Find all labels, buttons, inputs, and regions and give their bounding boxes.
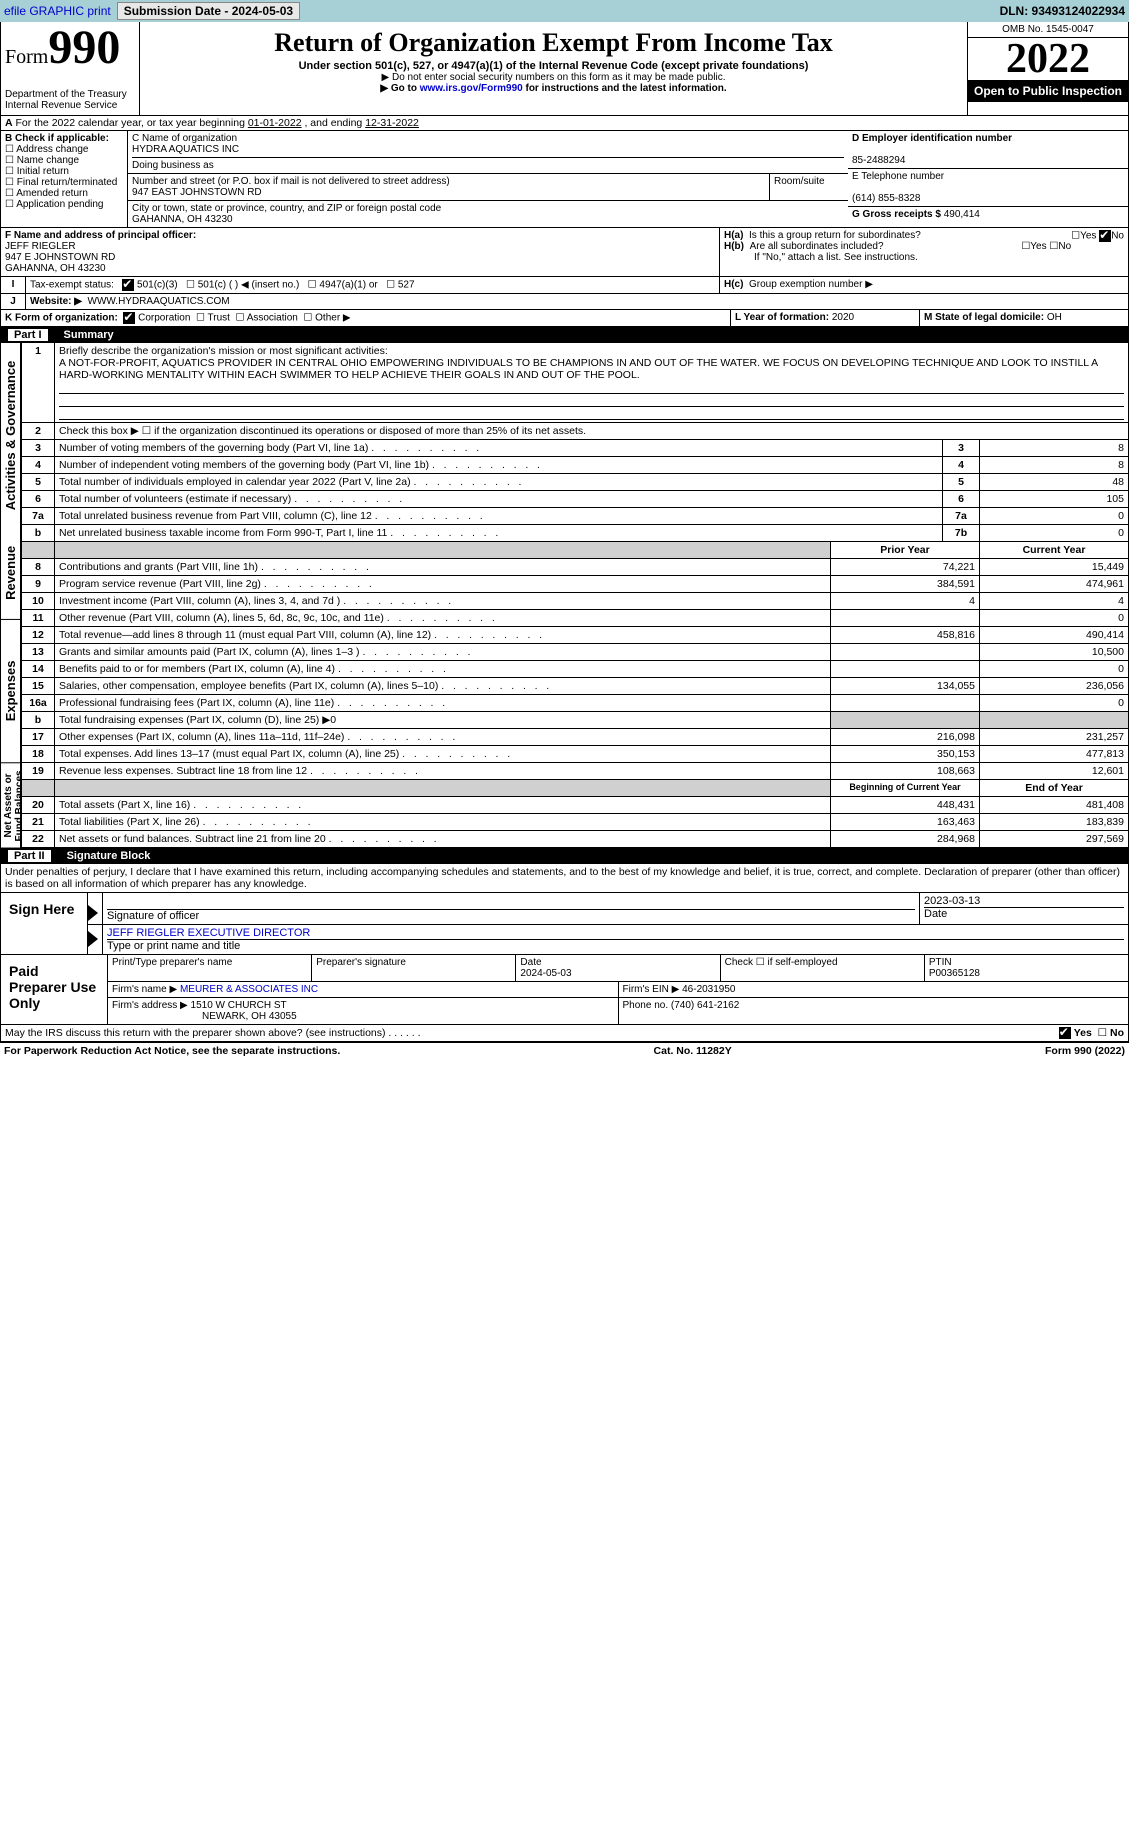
state-domicile: OH — [1047, 312, 1062, 323]
ha-no-check — [1099, 230, 1111, 242]
dept-label: Department of the Treasury — [5, 89, 135, 100]
netassets-header: Beginning of Current YearEnd of Year — [21, 780, 1129, 797]
governance-rows: 3Number of voting members of the governi… — [21, 440, 1129, 542]
discuss-yes-check — [1059, 1027, 1071, 1039]
entity-block: B Check if applicable: ☐ Address change … — [0, 131, 1129, 228]
c-label: C Name of organization — [132, 133, 237, 144]
officer-signed[interactable]: JEFF RIEGLER EXECUTIVE DIRECTOR — [107, 927, 310, 939]
summary-table: 1 Briefly describe the organization's mi… — [21, 343, 1129, 440]
street-addr: 947 EAST JOHNSTOWN RD — [132, 187, 262, 198]
part1-header: Part I Summary — [0, 327, 1129, 343]
website-row: J Website: ▶ WWW.HYDRAAQUATICS.COM — [0, 294, 1129, 310]
efile-label[interactable]: efile GRAPHIC print — [4, 4, 111, 18]
ssn-warning: ▶ Do not enter social security numbers o… — [144, 72, 963, 83]
page-footer: For Paperwork Reduction Act Notice, see … — [0, 1042, 1129, 1059]
revenue-rows: 8Contributions and grants (Part VIII, li… — [21, 559, 1129, 644]
side-governance: Activities & Governance — [1, 343, 20, 527]
signature-block: Sign Here Signature of officer 2023-03-1… — [0, 893, 1129, 955]
501c3-check — [122, 279, 134, 291]
efile-topbar: efile GRAPHIC print Submission Date - 20… — [0, 0, 1129, 22]
side-expenses: Expenses — [1, 620, 20, 763]
mission-text: A NOT-FOR-PROFIT, AQUATICS PROVIDER IN C… — [59, 357, 1098, 381]
goto-link[interactable]: ▶ Go to www.irs.gov/Form990 for instruct… — [380, 83, 726, 94]
side-netassets: Net Assets or Fund Balances — [1, 764, 20, 849]
room-suite: Room/suite — [770, 174, 848, 200]
side-revenue: Revenue — [1, 527, 20, 620]
sign-here-label: Sign Here — [1, 893, 88, 954]
revenue-table: Prior YearCurrent Year — [21, 542, 1129, 559]
netassets-rows: 20Total assets (Part X, line 16)448,4314… — [21, 797, 1129, 848]
firm-ein: 46-2031950 — [682, 984, 735, 995]
form-title: Return of Organization Exempt From Incom… — [144, 28, 963, 58]
form-number: 990 — [48, 21, 120, 74]
city-state: GAHANNA, OH 43230 — [132, 214, 233, 225]
arrow-icon — [88, 931, 98, 947]
sig-date: 2023-03-13 — [924, 895, 1124, 907]
k-l-m-row: K Form of organization: Corporation ☐ Tr… — [0, 310, 1129, 327]
org-name: HYDRA AQUATICS INC — [132, 144, 239, 155]
year-formation: 2020 — [832, 312, 854, 323]
gross-receipts: 490,414 — [944, 209, 980, 220]
officer-name: JEFF RIEGLER — [5, 241, 76, 252]
paid-preparer-block: Paid Preparer Use Only Print/Type prepar… — [0, 955, 1129, 1025]
ptin: P00365128 — [929, 968, 980, 979]
prep-date: 2024-05-03 — [520, 968, 571, 979]
irs-label: Internal Revenue Service — [5, 100, 135, 111]
open-to-public: Open to Public Inspection — [968, 80, 1128, 102]
submission-date-btn[interactable]: Submission Date - 2024-05-03 — [117, 2, 300, 20]
firm-phone: (740) 641-2162 — [671, 1000, 739, 1011]
website-url: WWW.HYDRAAQUATICS.COM — [88, 296, 230, 307]
part1-body: Activities & Governance Revenue Expenses… — [0, 343, 1129, 848]
dln-label: DLN: 93493124022934 — [1000, 4, 1125, 18]
expense-rows: 13Grants and similar amounts paid (Part … — [21, 644, 1129, 780]
phone: (614) 855-8328 — [852, 193, 920, 204]
tax-exempt-row: I Tax-exempt status: 501(c)(3) ☐ 501(c) … — [0, 277, 1129, 294]
form-word: Form — [5, 46, 48, 68]
corp-check — [123, 312, 135, 324]
ein: 85-2488294 — [852, 155, 905, 166]
irs-discuss-row: May the IRS discuss this return with the… — [0, 1025, 1129, 1042]
section-a-line: A For the 2022 calendar year, or tax yea… — [0, 116, 1129, 131]
tax-year: 2022 — [968, 38, 1128, 80]
b-check-label: B Check if applicable: — [5, 133, 109, 144]
penalties-text: Under penalties of perjury, I declare th… — [0, 864, 1129, 893]
part2-header: Part II Signature Block — [0, 848, 1129, 864]
officer-h-block: F Name and address of principal officer:… — [0, 228, 1129, 277]
form-subtitle: Under section 501(c), 527, or 4947(a)(1)… — [144, 60, 963, 72]
arrow-icon — [88, 905, 98, 921]
firm-name[interactable]: MEURER & ASSOCIATES INC — [180, 984, 318, 995]
paid-preparer-label: Paid Preparer Use Only — [1, 955, 108, 1024]
form-header: Form990 Department of the Treasury Inter… — [0, 22, 1129, 116]
dba-label: Doing business as — [132, 157, 844, 171]
